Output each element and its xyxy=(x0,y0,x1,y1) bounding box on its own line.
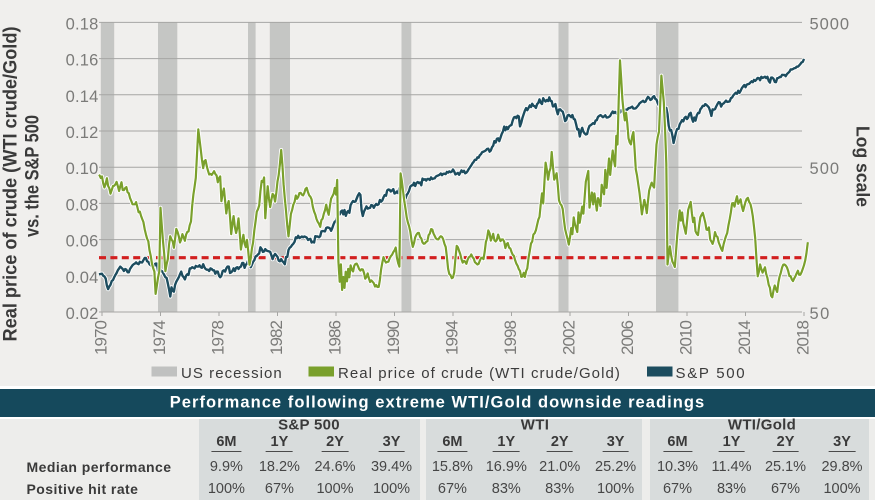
svg-text:2018: 2018 xyxy=(794,320,813,355)
svg-text:1970: 1970 xyxy=(92,320,111,355)
svg-text:0.06: 0.06 xyxy=(66,233,99,251)
svg-text:0.16: 0.16 xyxy=(66,52,99,70)
svg-text:50: 50 xyxy=(810,305,830,323)
svg-text:0.12: 0.12 xyxy=(66,124,99,142)
svg-text:Real price of crude (WTI crude: Real price of crude (WTI crude/Gold) xyxy=(338,365,621,382)
svg-text:1994: 1994 xyxy=(443,320,462,355)
svg-text:0.10: 0.10 xyxy=(66,160,99,178)
svg-text:0.18: 0.18 xyxy=(66,15,99,33)
svg-text:1986: 1986 xyxy=(326,320,345,355)
svg-text:1982: 1982 xyxy=(267,320,286,355)
svg-text:2006: 2006 xyxy=(618,320,637,355)
svg-text:US recession: US recession xyxy=(181,365,283,382)
svg-text:1998: 1998 xyxy=(501,320,520,355)
svg-text:vs. the S&P 500: vs. the S&P 500 xyxy=(23,115,44,237)
svg-text:5000: 5000 xyxy=(810,15,850,33)
svg-text:2010: 2010 xyxy=(677,320,696,355)
svg-text:2014: 2014 xyxy=(735,320,754,355)
svg-text:2002: 2002 xyxy=(560,320,579,355)
svg-text:S&P 500: S&P 500 xyxy=(676,365,747,382)
svg-text:0.04: 0.04 xyxy=(66,269,99,287)
svg-text:500: 500 xyxy=(810,160,840,178)
svg-text:0.14: 0.14 xyxy=(66,88,99,106)
svg-text:1978: 1978 xyxy=(209,320,228,355)
svg-text:1974: 1974 xyxy=(150,320,169,355)
svg-text:0.02: 0.02 xyxy=(66,305,99,323)
svg-text:1990: 1990 xyxy=(384,320,403,355)
svg-text:Real price of crude (WTI crude: Real price of crude (WTI crude/Gold) xyxy=(1,27,22,342)
svg-text:0.08: 0.08 xyxy=(66,196,99,214)
svg-text:Log scale: Log scale xyxy=(853,126,873,207)
